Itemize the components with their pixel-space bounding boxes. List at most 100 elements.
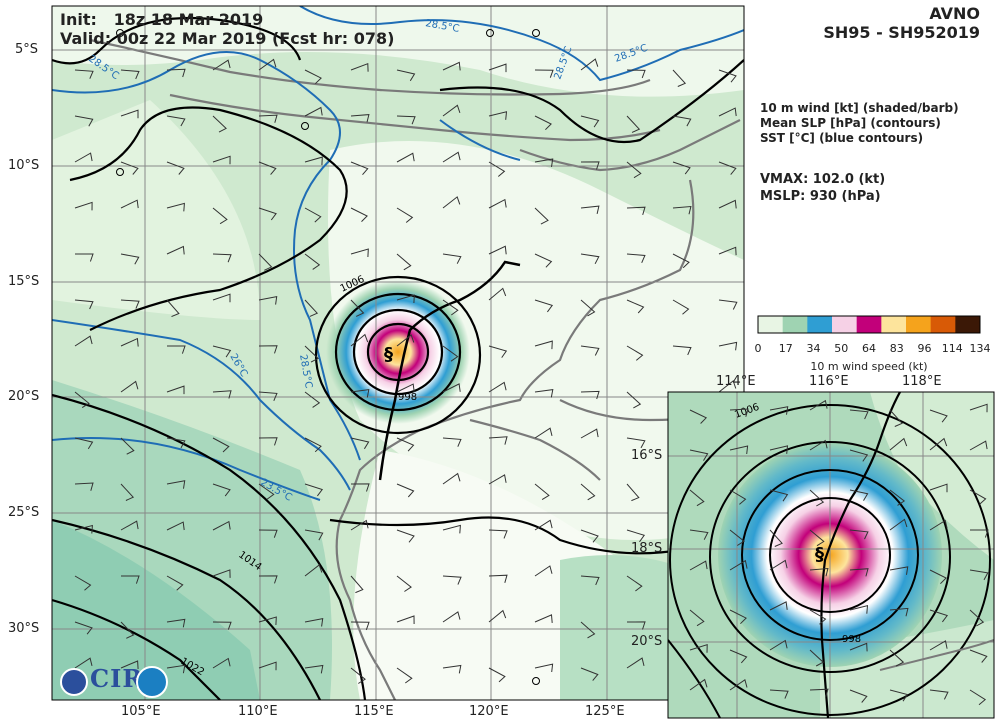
wind-barb [809, 567, 829, 577]
wind-barb [849, 489, 869, 501]
wind-barb [120, 161, 139, 175]
wind-barb [729, 609, 747, 625]
wind-barb [258, 207, 277, 221]
wind-barb [729, 559, 748, 571]
wind-barb [166, 437, 186, 449]
wind-barb [166, 245, 185, 255]
wind-barb [488, 111, 508, 120]
wind-barb [304, 106, 323, 117]
colorbar-tick-label: 0 [754, 342, 762, 355]
legend-slp: Mean SLP [hPa] (contours) [760, 116, 941, 130]
wind-barb [350, 575, 364, 594]
wind-barb [442, 383, 461, 393]
wind-barb [889, 649, 905, 667]
colorbar-tick-label: 50 [834, 342, 849, 355]
wind-barb [689, 409, 708, 424]
wind-barb [534, 115, 552, 131]
wind-barb [120, 520, 139, 531]
wind-barb [580, 299, 596, 317]
model-name: AVNO [929, 4, 980, 23]
wind-barb [534, 565, 553, 577]
wind-barb [849, 642, 868, 652]
intensity-block: VMAX: 102.0 (kt) MSLP: 930 (hPa) [760, 171, 885, 205]
wind-barb [969, 440, 988, 451]
colorbar-tick-label: 96 [917, 342, 932, 355]
wind-barb [626, 253, 646, 264]
wind-barb [350, 161, 369, 176]
wind-barb [396, 529, 415, 543]
wind-barb [74, 437, 94, 450]
wind-barb [212, 345, 232, 358]
wind-barb [718, 161, 737, 175]
wind-barb [212, 207, 228, 225]
wind-barb [74, 391, 90, 409]
wind-barb [304, 664, 324, 674]
wind-barb [120, 299, 140, 309]
wind-barb [212, 483, 231, 497]
wind-barb [580, 345, 600, 356]
wind-barb [488, 609, 507, 623]
wind-barb [258, 575, 278, 584]
wind-barb [769, 601, 788, 611]
wind-barb [580, 205, 600, 215]
wind-barb [969, 649, 988, 663]
wind-barb [769, 559, 788, 571]
wind-barb [672, 299, 690, 315]
colorbar-segment [758, 316, 784, 333]
wind-barb [396, 615, 415, 625]
wind-barb [442, 575, 462, 585]
legend-block: 10 m wind [kt] (shaded/barb) Mean SLP [h… [760, 101, 959, 146]
wind-barb [718, 299, 738, 310]
wind-barb [809, 688, 829, 698]
storm-wind-shading [326, 280, 470, 424]
wind-barb [889, 607, 909, 617]
wind-barb [488, 63, 507, 73]
wind-barb [929, 483, 948, 493]
cira-logo: CIRA [60, 664, 170, 698]
wind-barb [350, 483, 370, 492]
wind-barb [442, 104, 461, 117]
wind-barb [166, 161, 185, 175]
colorbar-segment [881, 316, 907, 333]
wind-barb [120, 437, 135, 455]
wind-barb [120, 337, 139, 347]
inset-map: § 1006 998 1014 [668, 392, 994, 718]
wind-barb [166, 385, 185, 395]
wind-barb [166, 521, 185, 531]
wind-barb [626, 529, 646, 543]
colorbar-segment [955, 316, 981, 333]
wind-barb [580, 483, 596, 501]
mslp-value: MSLP: 930 (hPa) [760, 189, 881, 204]
wind-barb [212, 155, 231, 165]
wind-barb [929, 437, 948, 451]
wind-barb [626, 206, 646, 216]
lat-tick: 15°S [8, 274, 40, 289]
wind-barb [75, 253, 94, 262]
colorbar-segment [856, 316, 882, 333]
wind-barb [166, 618, 186, 628]
wind-barb [534, 519, 553, 531]
wind-barb [769, 689, 789, 699]
wind-barb [304, 617, 324, 627]
inset-lon-tick: 114°E [716, 374, 756, 389]
lon-tick: 120°E [469, 704, 509, 719]
wind-barb [258, 253, 273, 271]
inset-lon-tick: 116°E [809, 374, 849, 389]
wind-barb [120, 253, 140, 265]
wind-barbs [74, 58, 738, 686]
wind-barb [889, 689, 909, 702]
wind-barb [718, 199, 737, 209]
wind-barb [626, 161, 642, 179]
wind-barb [626, 115, 641, 133]
wind-barb [580, 115, 600, 128]
wind-barb [304, 483, 324, 497]
wind-barb [74, 201, 93, 211]
wind-barb [929, 640, 948, 651]
wind-barb [534, 69, 554, 78]
wind-barb [769, 529, 783, 547]
wind-barb [488, 245, 507, 255]
wind-barb [350, 299, 365, 317]
wind-barb [258, 483, 275, 500]
wind-barb [769, 406, 789, 415]
